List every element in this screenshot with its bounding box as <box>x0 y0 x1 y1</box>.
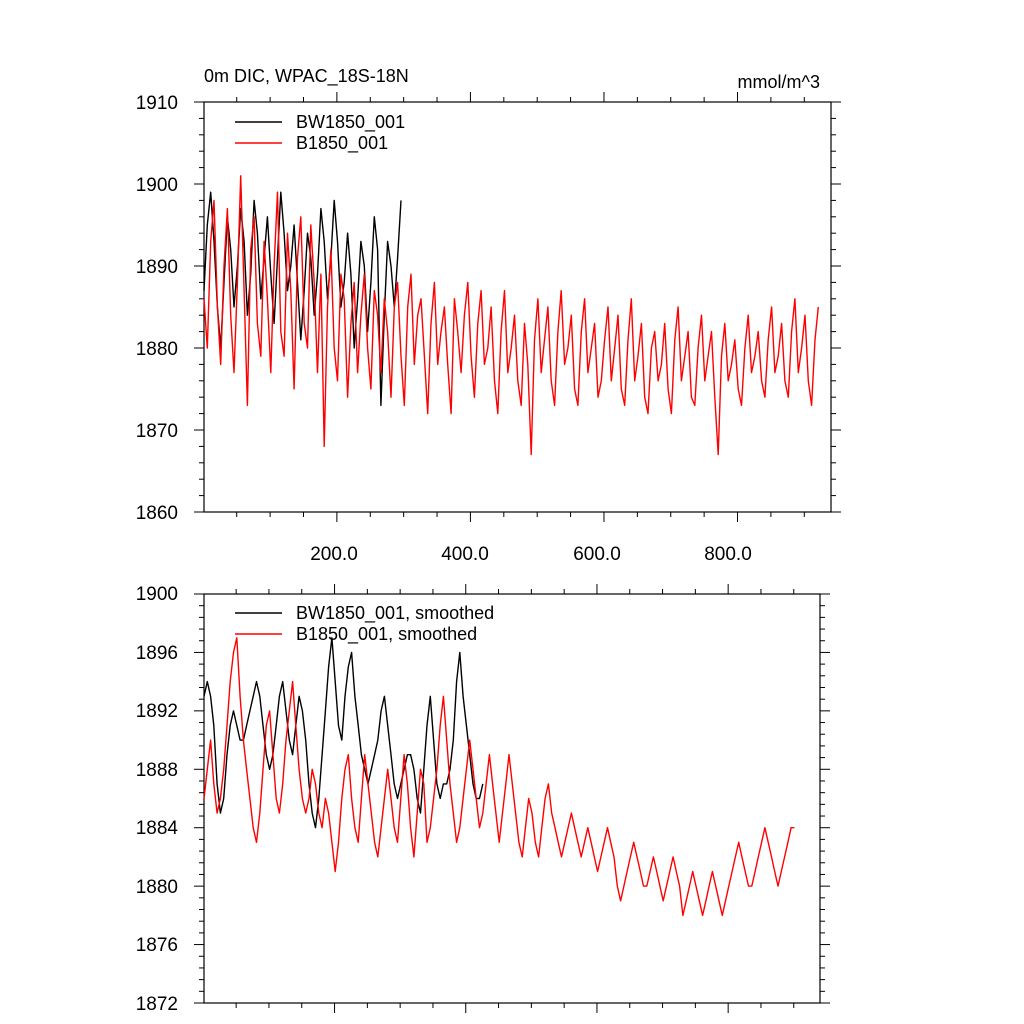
top-panel-legend: BW1850_001 B1850_001 <box>235 112 405 154</box>
bottom-ytick-label: 1900 <box>136 584 178 605</box>
top-xtick-label: 400.0 <box>441 544 489 565</box>
legend-label-bw1850: BW1850_001 <box>296 112 405 133</box>
bottom-ytick-label: 1884 <box>136 818 179 839</box>
bottom-panel-ticks <box>194 584 830 1013</box>
bottom-ytick-label: 1872 <box>136 994 178 1015</box>
legend-label-b1850: B1850_001 <box>296 133 388 154</box>
top-panel-units: mmol/m^3 <box>738 72 820 92</box>
bottom-panel-ytick-labels: 1872 1876 1880 1884 1888 1892 1896 1900 <box>136 584 179 1015</box>
top-xtick-label: 600.0 <box>573 544 621 565</box>
top-xtick-label: 800.0 <box>704 544 752 565</box>
legend-label-bw1850-smoothed: BW1850_001, smoothed <box>296 603 494 624</box>
top-ytick-label: 1900 <box>136 175 178 196</box>
bottom-ytick-label: 1896 <box>136 643 178 664</box>
bottom-panel-frame <box>203 593 821 1004</box>
bottom-ytick-label: 1876 <box>136 935 178 956</box>
bottom-ytick-label: 1892 <box>136 701 178 722</box>
top-panel-title: 0m DIC, WPAC_18S-18N <box>204 66 409 87</box>
top-series-line-bw1850-001 <box>203 191 402 407</box>
legend-label-b1850-smoothed: B1850_001, smoothed <box>296 624 477 645</box>
top-ytick-label: 1880 <box>136 339 178 360</box>
bottom-series-line-b1850-001 <box>203 637 795 917</box>
bottom-ytick-label: 1888 <box>136 760 178 781</box>
top-panel-frame <box>203 101 832 513</box>
top-ytick-label: 1860 <box>136 503 178 524</box>
bottom-panel-legend: BW1850_001, smoothed B1850_001, smoothed <box>235 603 494 645</box>
bottom-series-line-bw1850-001 <box>203 637 484 829</box>
top-ytick-label: 1910 <box>136 93 178 114</box>
top-panel-ytick-labels: 1860 1870 1880 1890 1900 1910 <box>136 93 178 524</box>
top-ytick-label: 1890 <box>136 257 178 278</box>
top-panel-xtick-labels: 200.0 400.0 600.0 800.0 <box>310 544 752 565</box>
bottom-panel-series <box>203 637 795 917</box>
top-panel-ticks <box>194 92 841 522</box>
top-xtick-label: 200.0 <box>310 544 358 565</box>
bottom-ytick-label: 1880 <box>136 877 178 898</box>
top-panel-series <box>203 175 819 456</box>
top-series-line-b1850-001 <box>203 175 819 456</box>
top-ytick-label: 1870 <box>136 421 178 442</box>
top-panel: 0m DIC, WPAC_18S-18N mmol/m^3 1860 1870 … <box>136 66 841 565</box>
bottom-panel: 1872 1876 1880 1884 1888 1892 1896 1900 … <box>136 584 830 1015</box>
